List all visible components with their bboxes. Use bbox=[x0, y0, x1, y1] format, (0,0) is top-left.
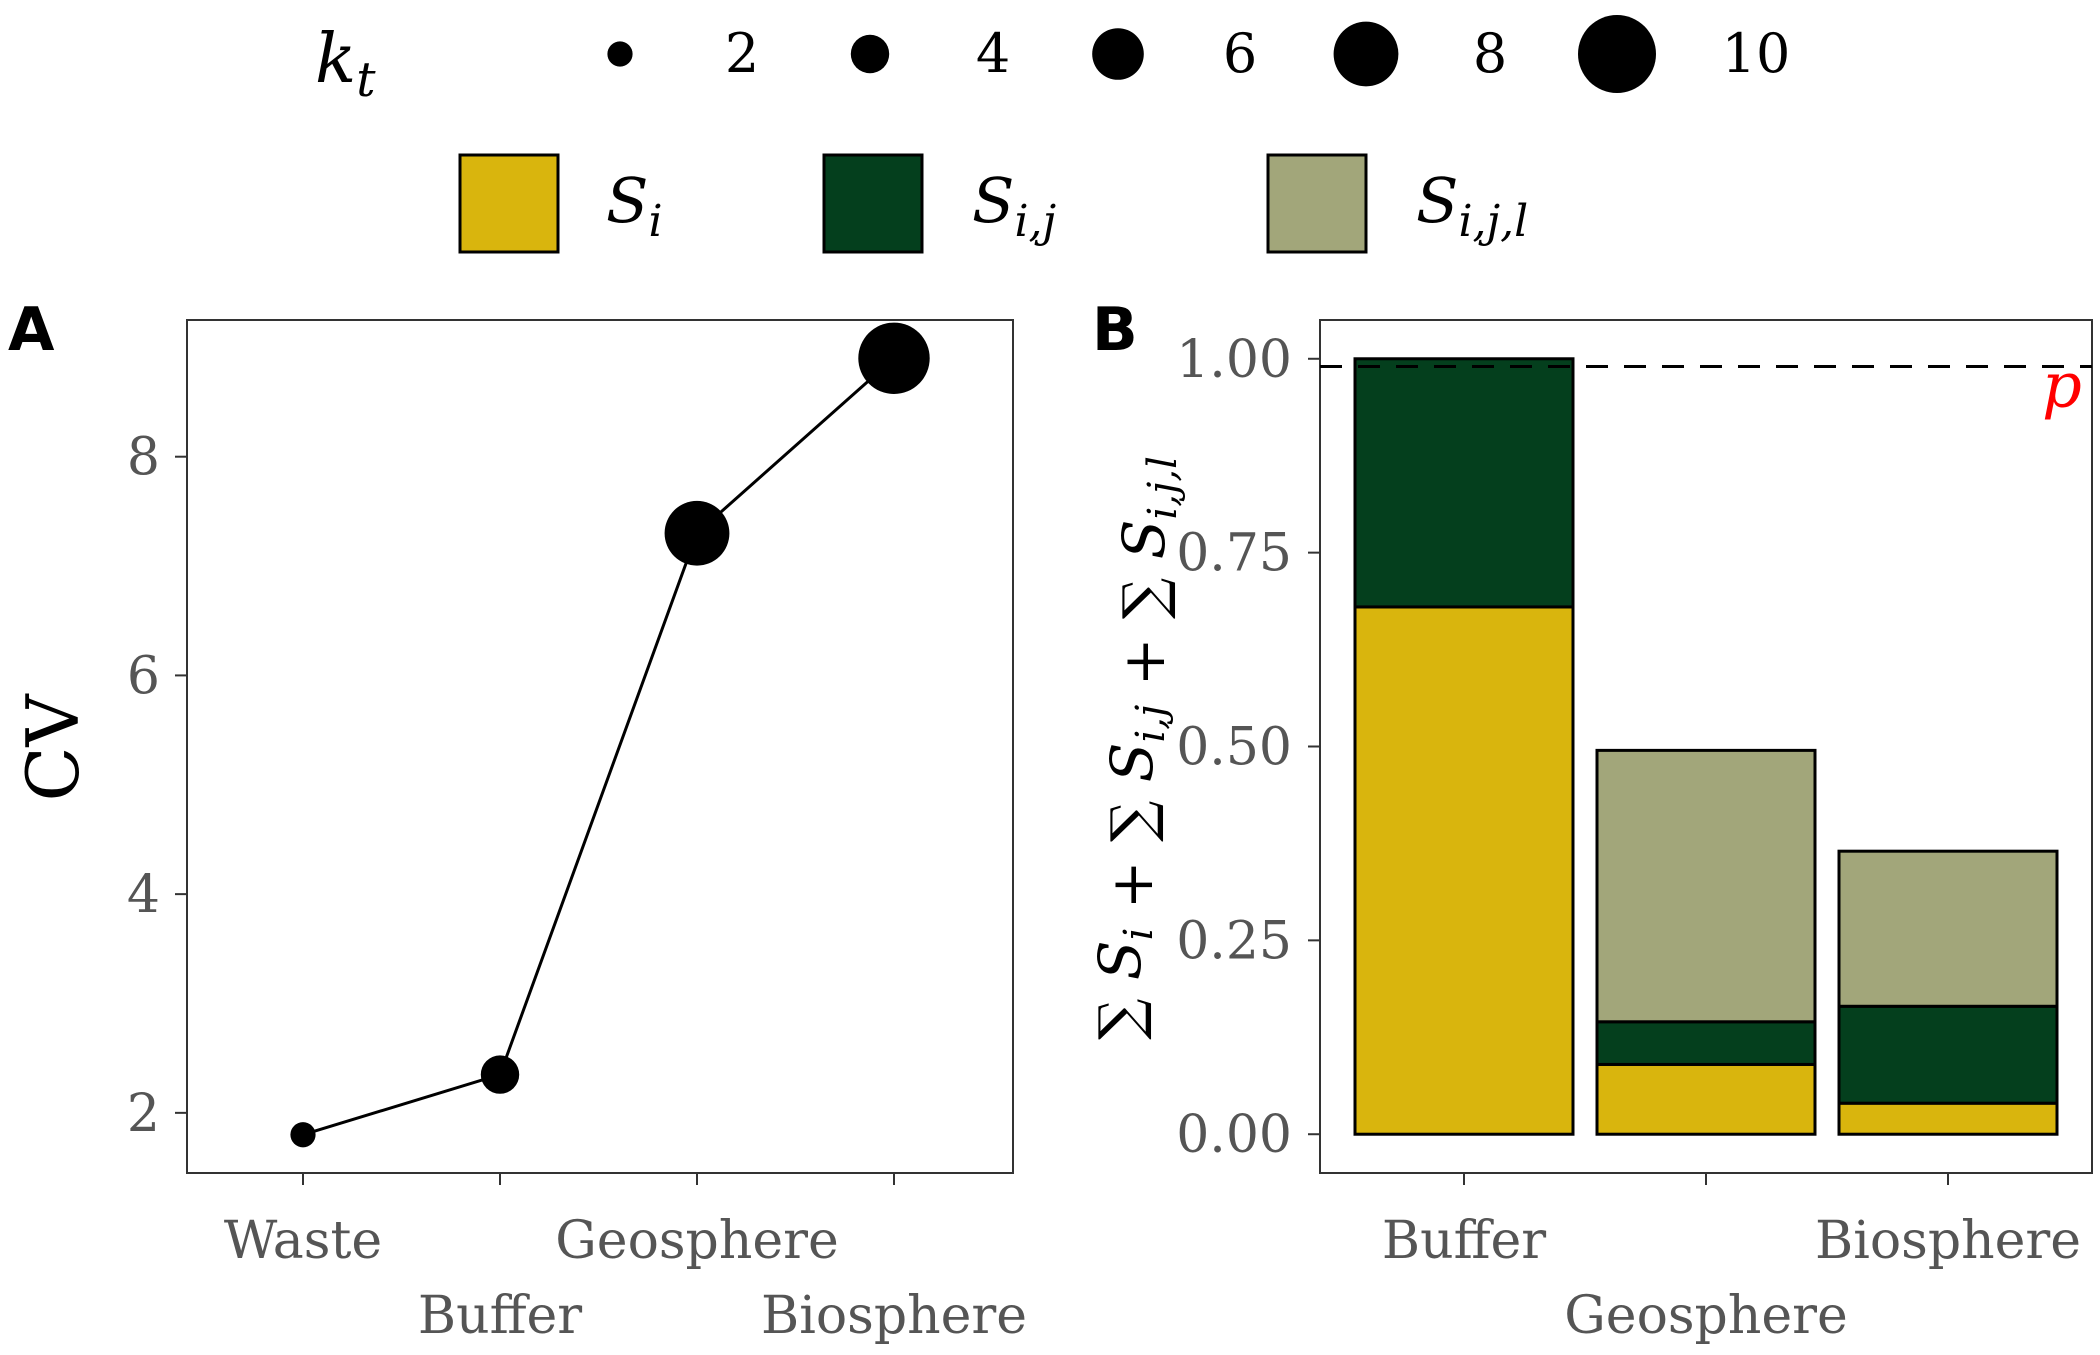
fill-legend: Si Si,j Si,j,l bbox=[458, 153, 1528, 254]
panel-a-x-axis: Waste Buffer Geosphere Biosphere bbox=[224, 1173, 1027, 1346]
panel-a-tag: A bbox=[8, 295, 55, 365]
size-legend-title: kt bbox=[315, 20, 376, 108]
panel-b-bar-segment-s-ijl bbox=[1595, 748, 1817, 1024]
panel-b-bar-segment-s-i bbox=[1353, 605, 1575, 1136]
panel-b-plot-area: p bbox=[1320, 349, 2092, 1136]
panel-b-x-tick-label: Geosphere bbox=[1564, 1286, 1848, 1346]
panel-b-bar-segment-s-ij bbox=[1353, 357, 1575, 609]
panel-b-y-tick-label: 0.50 bbox=[1176, 718, 1292, 778]
size-legend-dot bbox=[1578, 15, 1656, 93]
panel-a-point bbox=[290, 1122, 316, 1148]
size-legend-keys: 2 4 6 8 10 bbox=[607, 15, 1790, 93]
panel-a-y-tick-label: 6 bbox=[127, 646, 160, 706]
panel-b-y-axis-title: ∑ Si + ∑ Si,j + ∑ Si,j,l bbox=[1086, 456, 1186, 1040]
panel-a-y-axis-title: CV bbox=[11, 692, 95, 801]
size-legend-dot bbox=[850, 34, 890, 74]
panel-a-y-tick-label: 8 bbox=[127, 428, 160, 488]
size-legend-dot bbox=[1092, 28, 1144, 80]
fill-legend-swatch bbox=[458, 153, 560, 254]
panel-b-bar-segment-s-ij bbox=[1595, 1020, 1817, 1066]
size-legend-title-main: k bbox=[315, 20, 356, 99]
panel-b-y-tick-label: 1.00 bbox=[1176, 330, 1292, 390]
panel-b-bar-segment-s-ijl bbox=[1837, 849, 2059, 1008]
size-legend-value: 2 bbox=[725, 22, 759, 85]
panel-b-x-axis: Buffer Geosphere Biosphere bbox=[1382, 1173, 2081, 1346]
fill-legend-label: Si,j,l bbox=[1416, 164, 1528, 247]
panel-b-y-tick-label: 0.75 bbox=[1176, 524, 1292, 584]
fill-legend-swatch bbox=[1266, 153, 1368, 254]
size-legend-value: 10 bbox=[1722, 22, 1791, 85]
panel-b-bar-segment-s-i bbox=[1595, 1062, 1817, 1136]
size-legend-value: 4 bbox=[976, 22, 1010, 85]
panel-a-point bbox=[664, 500, 730, 566]
panel-a-x-tick-label: Biosphere bbox=[761, 1286, 1027, 1346]
panel-a-x-tick-label: Buffer bbox=[418, 1286, 582, 1346]
panel-a-y-tick-label: 4 bbox=[127, 865, 160, 925]
panel-a-y-axis: 2 4 6 8 bbox=[127, 428, 187, 1144]
panel-a-plot-area bbox=[290, 322, 930, 1148]
panel-b-tag: B bbox=[1092, 295, 1138, 365]
fill-legend-swatch bbox=[822, 153, 924, 254]
panel-b-threshold-label: p bbox=[2042, 349, 2082, 422]
fill-legend-label: Si bbox=[606, 164, 663, 247]
panel-b-bar-segment-s-ij bbox=[1837, 1004, 2059, 1105]
size-legend-value: 8 bbox=[1473, 22, 1507, 85]
panel-b-x-tick-label: Biosphere bbox=[1815, 1211, 2081, 1271]
panel-b-y-tick-label: 0.00 bbox=[1176, 1105, 1292, 1165]
panel-b-x-tick-label: Buffer bbox=[1382, 1211, 1546, 1271]
size-legend-title-sub: t bbox=[356, 52, 376, 108]
fill-legend-label: Si,j bbox=[972, 164, 1056, 247]
size-legend-dot bbox=[1333, 21, 1399, 87]
panel-b-y-tick-label: 0.25 bbox=[1176, 911, 1292, 971]
panel-b: ∑ Si + ∑ Si,j + ∑ Si,j,l 0.00 0.25 0.50 0.7… bbox=[1086, 319, 2093, 1346]
size-legend-value: 6 bbox=[1223, 22, 1257, 85]
panel-b-y-axis: 0.00 0.25 0.50 0.75 1.00 bbox=[1176, 330, 1320, 1165]
panel-a: CV 2 4 6 8 Waste Buffer Geosphere Biosphere bbox=[11, 319, 1027, 1346]
panel-a-point bbox=[858, 322, 930, 394]
size-legend: kt 2 4 6 8 10 bbox=[315, 15, 1790, 108]
panel-b-bar-segment-s-i bbox=[1837, 1101, 2059, 1136]
panel-a-cv-line bbox=[302, 357, 895, 1137]
panel-a-y-tick-label: 2 bbox=[127, 1084, 160, 1144]
panel-a-frame bbox=[186, 319, 1014, 1174]
panel-a-point bbox=[480, 1055, 520, 1094]
size-legend-dot bbox=[607, 41, 633, 67]
panel-a-x-tick-label: Waste bbox=[224, 1211, 382, 1271]
panel-a-x-tick-label: Geosphere bbox=[555, 1211, 839, 1271]
